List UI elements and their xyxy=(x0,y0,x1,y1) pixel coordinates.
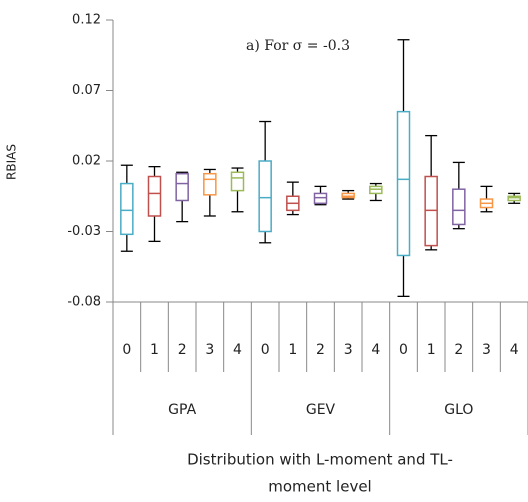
x-tick-label: 2 xyxy=(178,342,187,358)
x-axis-title: moment level xyxy=(268,478,371,496)
x-tick-label: 4 xyxy=(233,342,242,358)
x-tick-label: 2 xyxy=(454,342,463,358)
box xyxy=(203,172,217,196)
box xyxy=(452,188,466,226)
x-tick-label: 3 xyxy=(482,342,491,358)
x-tick-label: 3 xyxy=(205,342,214,358)
y-tick-label: 0.07 xyxy=(72,83,101,98)
y-tick-label: 0.12 xyxy=(72,13,101,28)
y-tick-label: 0.02 xyxy=(72,154,101,169)
group-label: GLO xyxy=(444,402,473,418)
x-tick-label: 3 xyxy=(344,342,353,358)
y-tick-label: -0.03 xyxy=(67,224,101,239)
box xyxy=(258,160,272,233)
box xyxy=(120,182,134,236)
y-tick-label: -0.08 xyxy=(67,295,101,310)
x-tick-label: 1 xyxy=(427,342,436,358)
box xyxy=(147,175,162,217)
y-axis-title: RBIAS xyxy=(5,144,19,180)
x-tick-label: 0 xyxy=(122,342,131,358)
x-tick-label: 0 xyxy=(399,342,408,358)
x-tick-label: 4 xyxy=(371,342,380,358)
x-tick-label: 0 xyxy=(261,342,270,358)
box xyxy=(396,110,411,257)
box xyxy=(175,172,189,202)
x-axis-title: Distribution with L-moment and TL- xyxy=(187,451,453,469)
annotation: a) For σ = -0.3 xyxy=(246,38,350,54)
x-tick-label: 4 xyxy=(510,342,519,358)
x-tick-label: 1 xyxy=(150,342,159,358)
group-label: GEV xyxy=(306,402,336,418)
group-label: GPA xyxy=(168,402,196,418)
x-tick-label: 2 xyxy=(316,342,325,358)
box xyxy=(230,171,245,192)
x-tick-label: 1 xyxy=(288,342,297,358)
